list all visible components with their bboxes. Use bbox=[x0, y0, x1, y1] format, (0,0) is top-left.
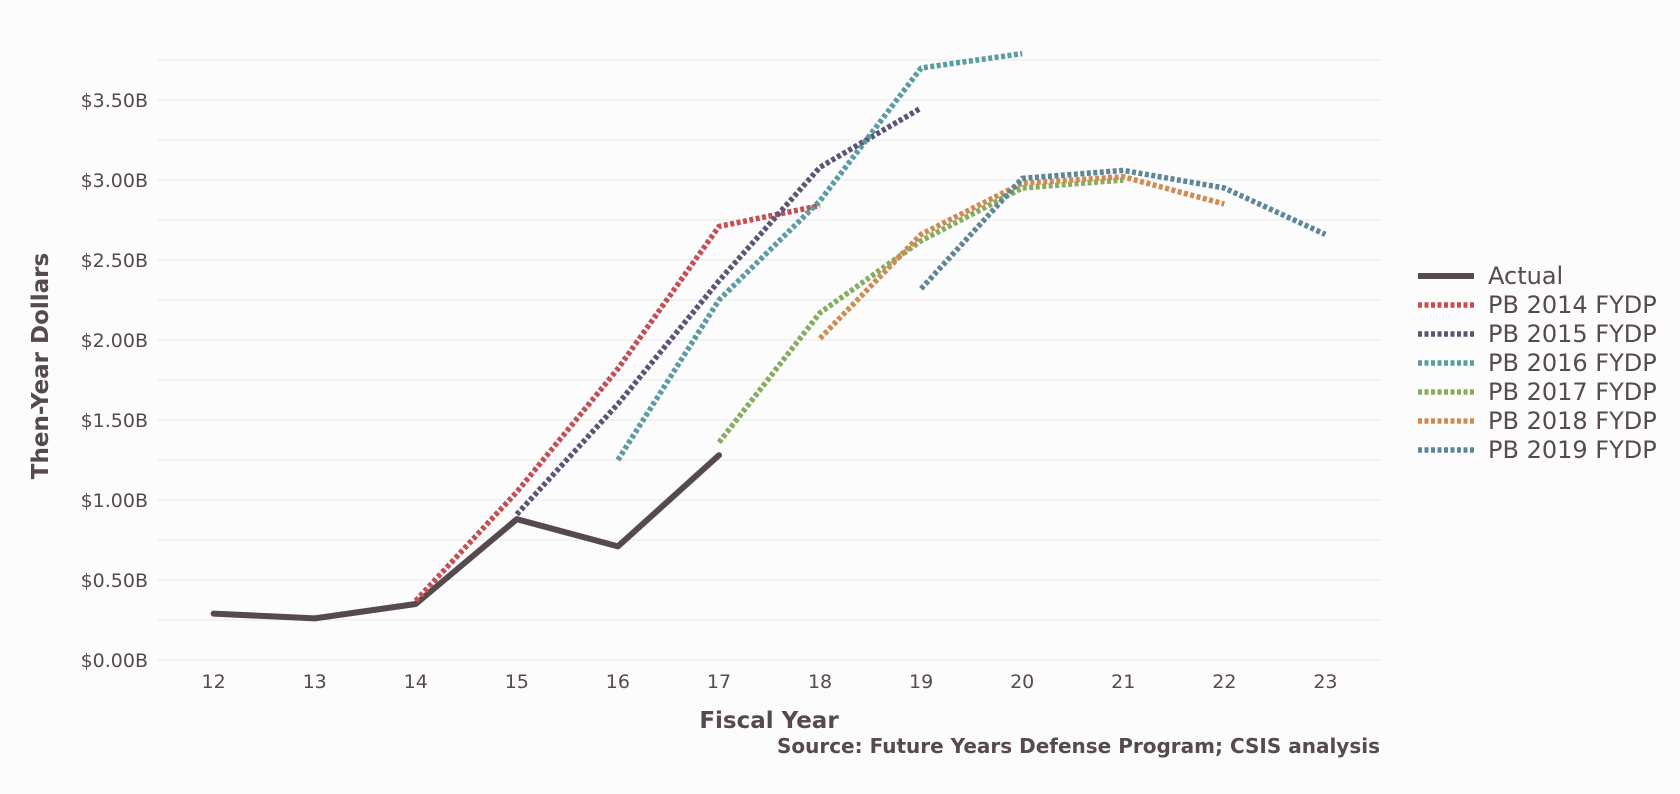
x-tick-label: 23 bbox=[1313, 671, 1337, 693]
y-tick-label: $2.00B bbox=[81, 330, 148, 352]
series-line-pb-2016-fydp bbox=[615, 50, 1023, 462]
y-tick-label: $2.50B bbox=[81, 250, 148, 272]
legend-label: Actual bbox=[1488, 262, 1563, 290]
series-line-actual bbox=[210, 452, 722, 622]
grid-lines bbox=[158, 59, 1381, 661]
y-tick-label: $1.00B bbox=[81, 490, 148, 512]
y-tick-label: $3.50B bbox=[81, 90, 148, 112]
series-line-pb-2019-fydp bbox=[919, 167, 1327, 291]
x-tick-label: 20 bbox=[1010, 671, 1034, 693]
series-line-pb-2018-fydp bbox=[818, 174, 1226, 341]
x-tick-label: 16 bbox=[606, 671, 630, 693]
legend-label: PB 2019 FYDP bbox=[1488, 436, 1657, 464]
legend-label: PB 2017 FYDP bbox=[1488, 378, 1657, 406]
x-tick-label: 13 bbox=[303, 671, 327, 693]
y-tick-label: $1.50B bbox=[81, 410, 148, 432]
x-axis-ticks: 12 13 14 15 16 17 18 19 20 21 22 23 bbox=[201, 671, 1337, 693]
series-line-pb-2017-fydp bbox=[716, 177, 1124, 445]
x-tick-label: 19 bbox=[909, 671, 933, 693]
x-tick-label: 15 bbox=[505, 671, 529, 693]
x-tick-label: 14 bbox=[404, 671, 428, 693]
x-tick-label: 21 bbox=[1111, 671, 1135, 693]
x-tick-label: 18 bbox=[808, 671, 832, 693]
y-axis-ticks: $0.00B $0.50B $1.00B $1.50B $2.00B $2.50B $3.0… bbox=[81, 90, 148, 672]
legend-label: PB 2018 FYDP bbox=[1488, 407, 1657, 435]
series-line-pb-2015-fydp bbox=[514, 105, 923, 517]
y-tick-label: $0.00B bbox=[81, 650, 148, 672]
series-lines bbox=[210, 50, 1327, 622]
legend-label: PB 2015 FYDP bbox=[1488, 320, 1657, 348]
x-tick-label: 22 bbox=[1212, 671, 1236, 693]
x-axis-title: Fiscal Year bbox=[699, 708, 839, 734]
source-note: Source: Future Years Defense Program; CS… bbox=[777, 734, 1380, 758]
y-axis-title: Then-Year Dollars bbox=[28, 253, 54, 479]
legend-label: PB 2016 FYDP bbox=[1488, 349, 1657, 377]
x-tick-label: 17 bbox=[707, 671, 731, 693]
x-tick-label: 12 bbox=[201, 671, 225, 693]
legend-label: PB 2014 FYDP bbox=[1488, 291, 1657, 319]
y-tick-label: $0.50B bbox=[81, 570, 148, 592]
series-line-pb-2014-fydp bbox=[413, 202, 821, 603]
y-tick-label: $3.00B bbox=[81, 170, 148, 192]
